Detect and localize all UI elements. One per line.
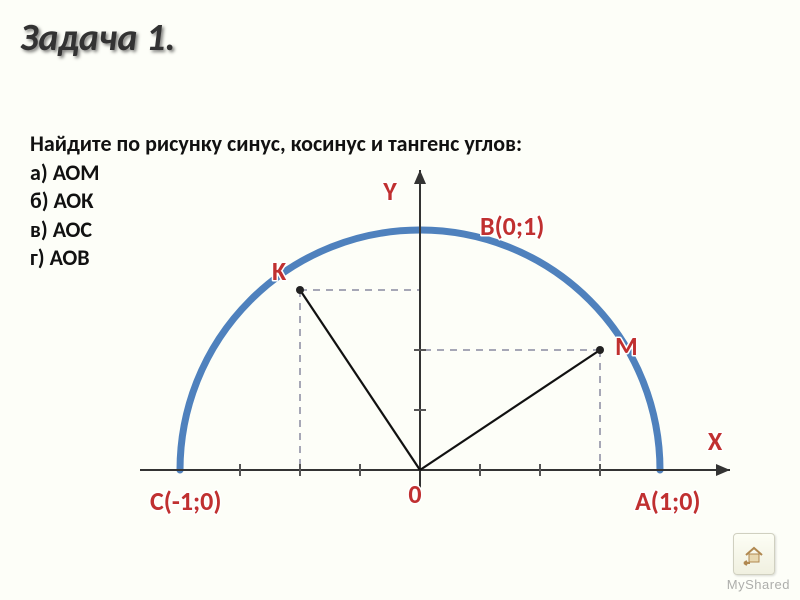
svg-text:X: X <box>708 425 723 457</box>
svg-text:M: M <box>615 330 638 362</box>
svg-text:Y: Y <box>382 175 397 207</box>
svg-text:A(1;0): A(1;0) <box>635 485 700 517</box>
svg-text:C(-1;0): C(-1;0) <box>150 485 221 517</box>
back-button[interactable] <box>733 533 775 575</box>
svg-text:K: K <box>272 255 287 287</box>
unit-circle-diagram: Y X 0 B(0;1) A(1;0) C(-1;0) M K <box>0 0 800 600</box>
house-arrow-icon <box>741 541 767 567</box>
svg-text:0: 0 <box>408 478 421 510</box>
watermark: MyShared <box>727 577 790 592</box>
svg-text:B(0;1): B(0;1) <box>480 210 544 242</box>
